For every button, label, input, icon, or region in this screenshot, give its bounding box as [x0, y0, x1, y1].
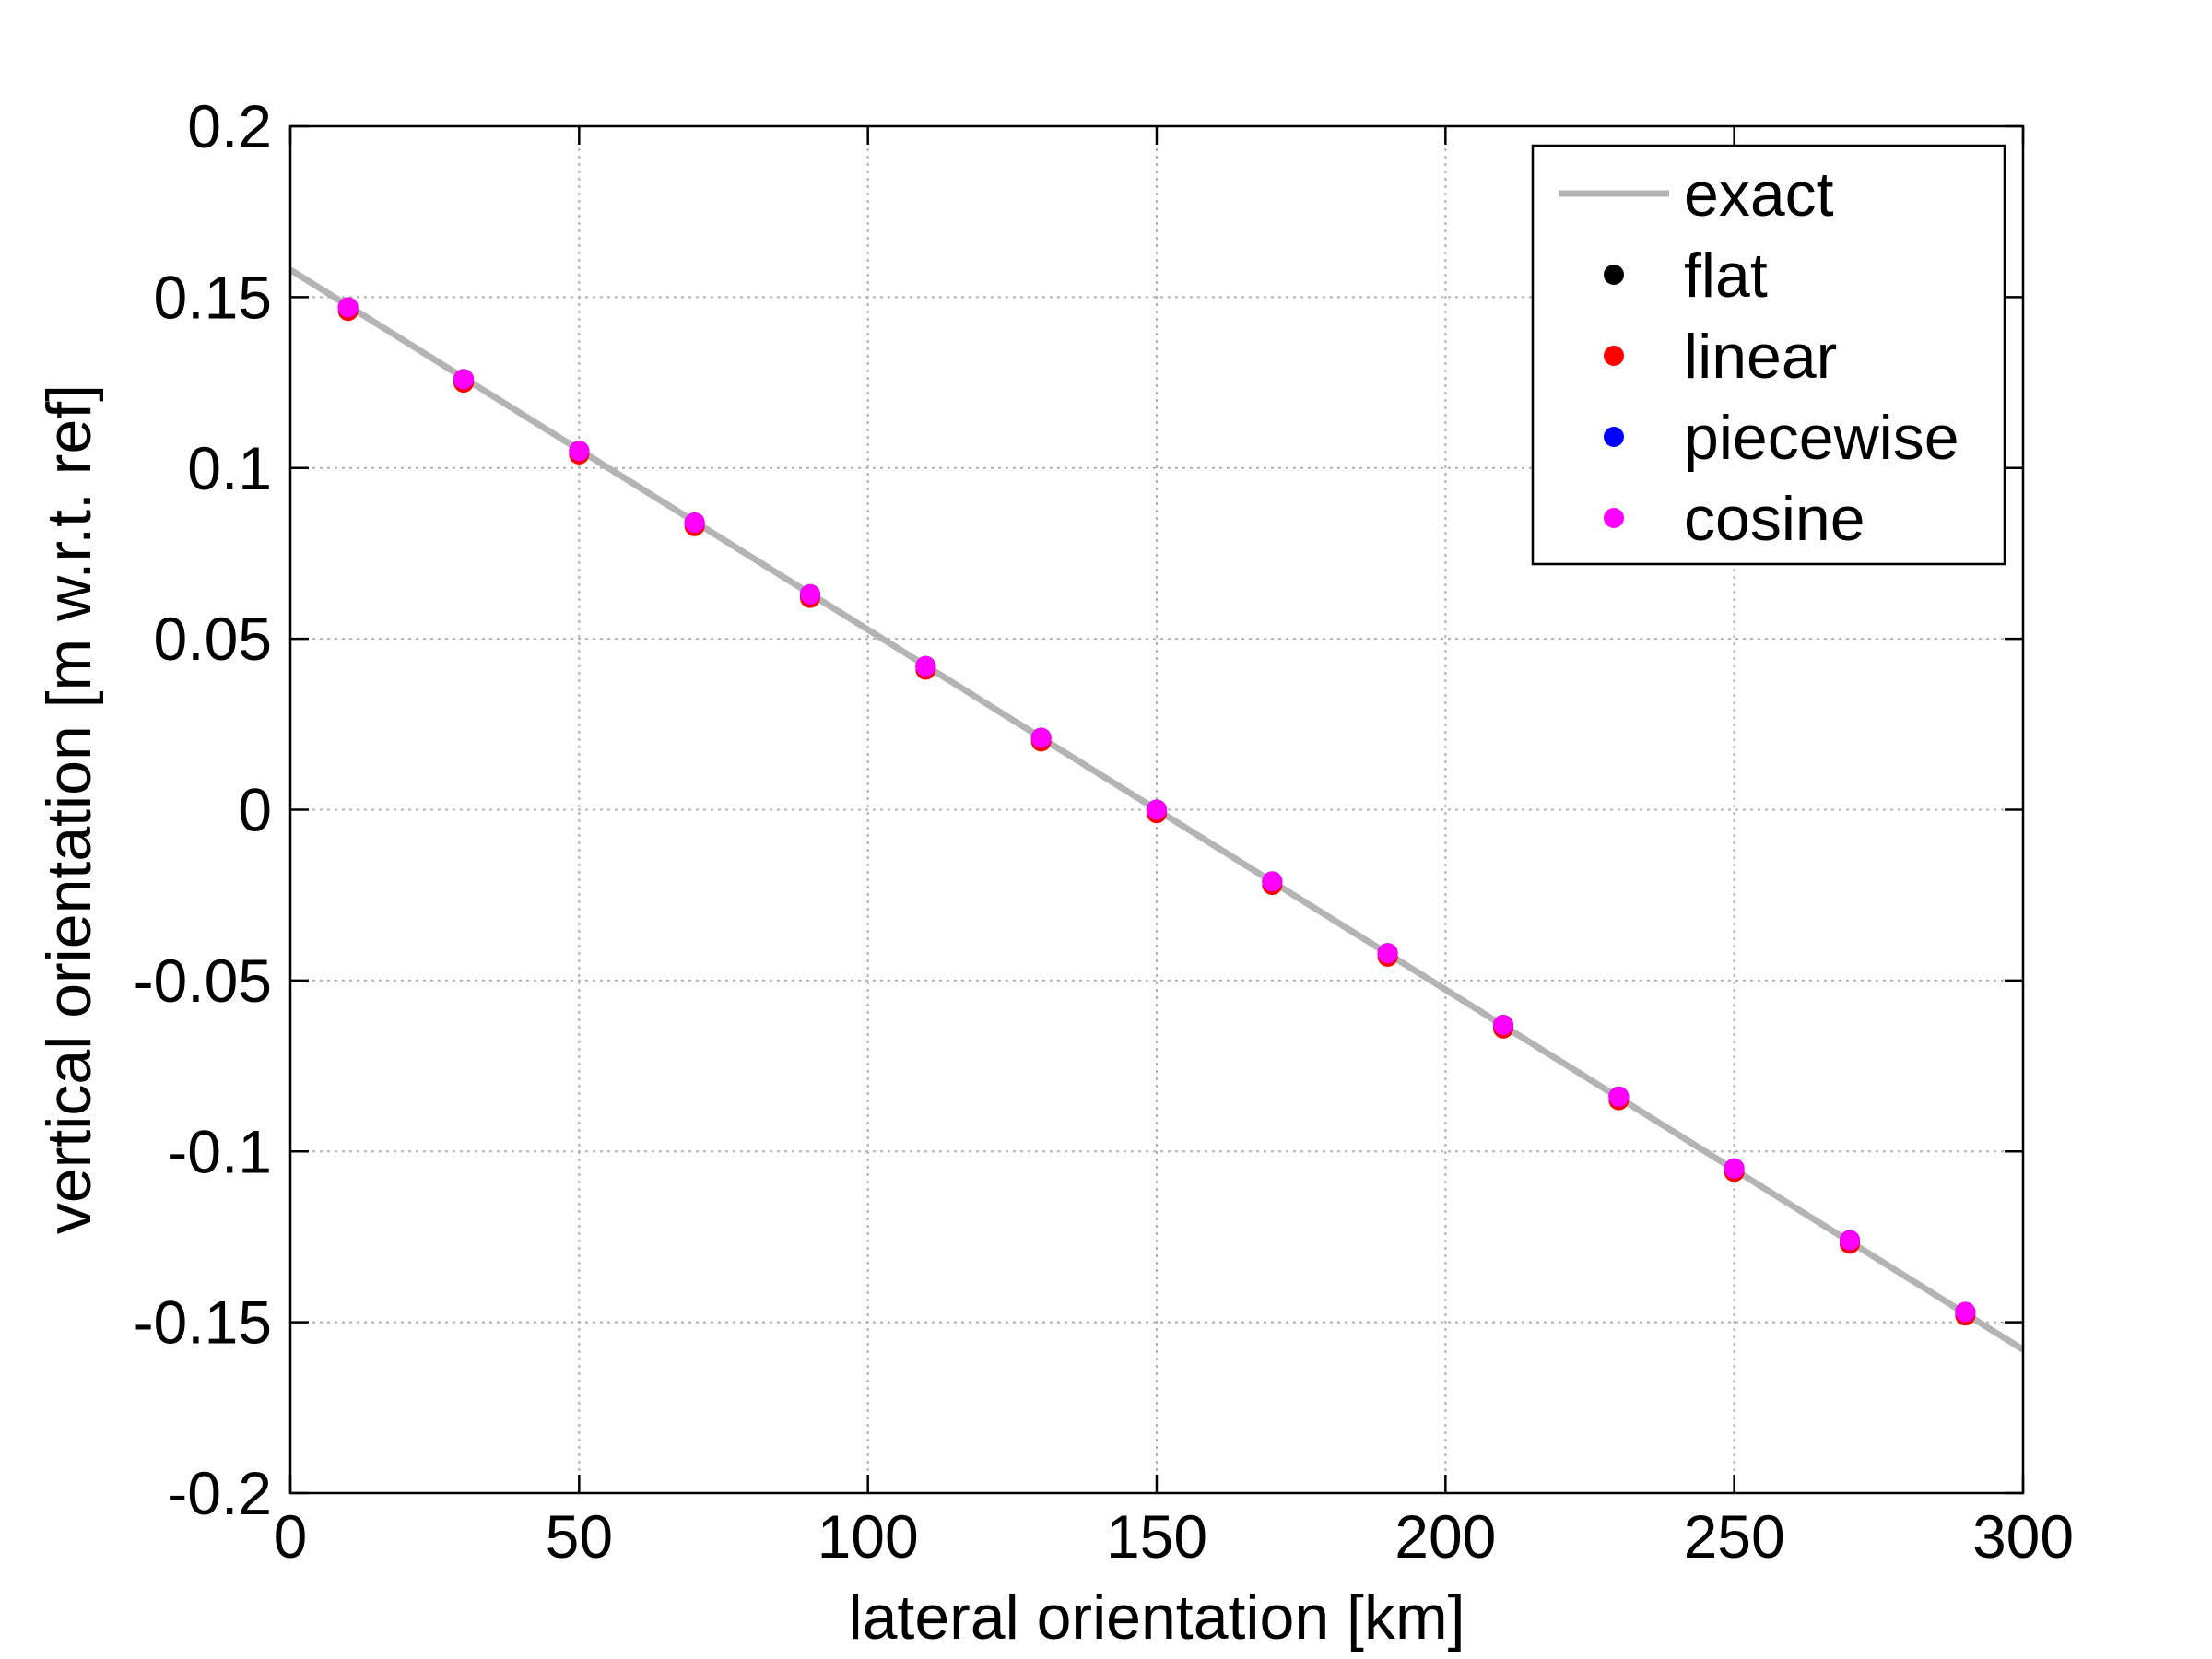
y-tick-label: -0.05	[134, 947, 272, 1015]
data-point-cosine	[1377, 943, 1398, 964]
y-tick-label: 0.1	[187, 434, 272, 502]
grid	[290, 126, 2023, 1493]
tick-labels: 0 50 100 150 200 250 300 0.2 0.15 0.1 0.05 0 -0.05 -0…	[134, 92, 2075, 1571]
x-axis-label: lateral orientation [km]	[849, 1583, 1465, 1653]
plot-area	[288, 266, 2025, 1353]
data-point-cosine	[1030, 727, 1052, 748]
legend-label-linear: linear	[1684, 322, 1837, 392]
legend-marker-cosine	[1604, 508, 1624, 528]
legend-label-flat: flat	[1684, 241, 1768, 311]
legend-label-exact: exact	[1684, 159, 1834, 229]
data-point-cosine	[1608, 1086, 1630, 1107]
data-point-cosine	[337, 297, 359, 318]
y-tick-label: -0.2	[167, 1459, 272, 1527]
data-point-cosine	[1262, 871, 1283, 892]
legend-marker-linear	[1604, 346, 1624, 366]
x-tick-label: 250	[1684, 1502, 1785, 1571]
legend: exact flat linear piecewise cosine	[1531, 144, 2006, 566]
x-tick-label: 50	[546, 1502, 613, 1571]
y-tick-label: -0.1	[167, 1117, 272, 1185]
y-tick-label: -0.15	[134, 1288, 272, 1357]
y-tick-label: 0.05	[154, 605, 272, 673]
y-tick-label: 0.15	[154, 263, 272, 331]
data-point-cosine	[684, 512, 705, 534]
data-point-cosine	[915, 655, 936, 677]
data-point-cosine	[1493, 1015, 1513, 1036]
legend-label-piecewise: piecewise	[1684, 403, 1959, 473]
y-axis-label: vertical orientation [m w.r.t. ref]	[34, 384, 104, 1234]
data-point-cosine	[453, 369, 474, 390]
y-tick-label: 0.2	[187, 92, 272, 160]
y-tick-label: 0	[238, 776, 272, 844]
data-point-cosine	[569, 441, 590, 462]
x-tick-label: 150	[1106, 1502, 1207, 1571]
legend-marker-piecewise	[1604, 427, 1624, 447]
x-tick-label: 0	[274, 1502, 308, 1571]
data-point-cosine	[800, 583, 820, 605]
data-point-cosine	[1955, 1301, 1976, 1323]
legend-marker-flat	[1604, 265, 1624, 285]
data-point-cosine	[1147, 799, 1167, 820]
ticks	[288, 124, 2025, 1495]
data-point-cosine	[1840, 1230, 1860, 1251]
legend-label-cosine: cosine	[1684, 484, 1865, 554]
x-tick-label: 300	[1972, 1502, 2074, 1571]
data-point-cosine	[1724, 1158, 1745, 1179]
x-tick-label: 200	[1394, 1502, 1496, 1571]
x-tick-label: 100	[818, 1502, 919, 1571]
